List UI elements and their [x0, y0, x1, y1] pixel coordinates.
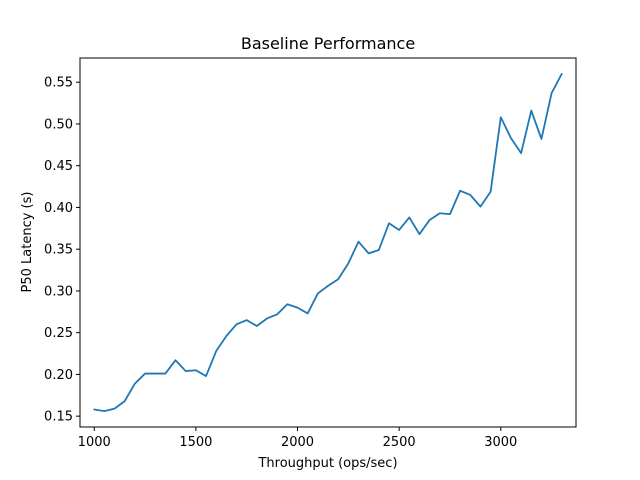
y-tick-label: 0.50 — [44, 117, 73, 132]
y-tick-label: 0.20 — [44, 368, 73, 383]
x-tick-label: 2000 — [281, 435, 314, 450]
plot-area — [93, 72, 563, 413]
y-tick-label: 0.35 — [44, 243, 73, 258]
y-tick-label: 0.55 — [44, 76, 73, 91]
series-line — [93, 72, 563, 413]
y-tick-label: 0.15 — [44, 410, 73, 425]
x-tick-label: 1500 — [179, 435, 212, 450]
x-axis-label: Throughput (ops/sec) — [257, 456, 397, 471]
axes-frame — [79, 57, 577, 428]
x-tick-label: 2500 — [383, 435, 416, 450]
y-tick-label: 0.30 — [44, 284, 73, 299]
chart-title: Baseline Performance — [241, 34, 415, 53]
y-tick-label: 0.25 — [44, 326, 73, 341]
x-tick-label: 3000 — [484, 435, 517, 450]
y-tick-label: 0.40 — [44, 201, 73, 216]
y-axis-label: P50 Latency (s) — [20, 192, 35, 293]
x-tick-label: 1000 — [78, 435, 111, 450]
y-tick-label: 0.45 — [44, 159, 73, 174]
